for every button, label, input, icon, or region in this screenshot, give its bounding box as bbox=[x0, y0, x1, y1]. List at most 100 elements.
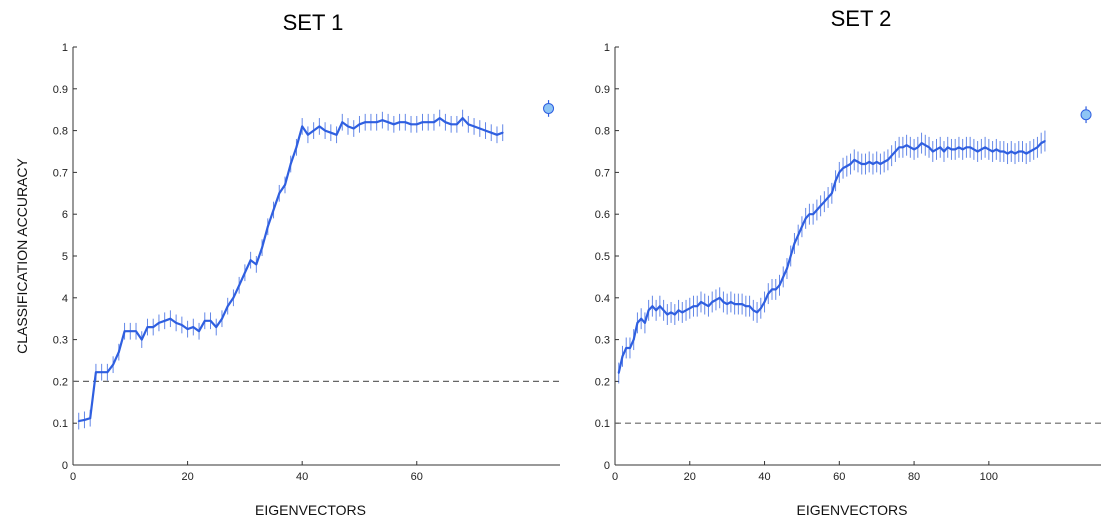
y-tick-label: 0.6 bbox=[595, 209, 610, 221]
data-point bbox=[688, 307, 691, 310]
data-point bbox=[763, 301, 766, 303]
data-point bbox=[243, 271, 246, 274]
data-point bbox=[152, 326, 155, 328]
data-point bbox=[364, 121, 367, 124]
data-point bbox=[209, 319, 212, 322]
data-point bbox=[1044, 140, 1046, 142]
data-point bbox=[703, 303, 706, 305]
data-point bbox=[808, 213, 811, 216]
data-point bbox=[1021, 150, 1024, 153]
data-point bbox=[793, 242, 796, 245]
data-point bbox=[289, 163, 292, 165]
data-point bbox=[83, 418, 86, 421]
data-point bbox=[198, 330, 200, 333]
data-point bbox=[421, 121, 424, 124]
y-tick-label: 6 bbox=[62, 209, 68, 221]
data-point bbox=[461, 117, 464, 119]
data-point bbox=[404, 121, 407, 124]
data-point bbox=[797, 234, 800, 237]
data-point bbox=[939, 146, 942, 149]
data-point bbox=[916, 146, 919, 149]
data-point bbox=[673, 313, 676, 316]
data-point bbox=[894, 150, 897, 153]
y-tick-label: 0.1 bbox=[595, 418, 610, 430]
data-point bbox=[756, 311, 758, 314]
x-tick-label: 40 bbox=[758, 471, 770, 483]
data-point bbox=[455, 123, 458, 126]
x-axis-label: EIGENVECTORS bbox=[255, 502, 366, 518]
data-point bbox=[722, 301, 725, 303]
data-point bbox=[392, 123, 395, 126]
y-tick-label: 0.5 bbox=[595, 251, 610, 263]
data-point bbox=[450, 123, 453, 126]
data-point bbox=[278, 192, 281, 195]
data-point bbox=[965, 146, 968, 149]
reference-marker bbox=[543, 102, 555, 114]
data-point bbox=[272, 209, 275, 211]
data-point bbox=[123, 330, 126, 333]
data-point bbox=[100, 371, 103, 374]
data-point bbox=[301, 125, 304, 128]
data-point bbox=[1017, 150, 1020, 153]
data-point bbox=[987, 148, 990, 151]
data-point bbox=[718, 296, 721, 299]
data-point bbox=[920, 142, 923, 145]
data-point bbox=[370, 121, 372, 124]
data-point bbox=[969, 146, 972, 149]
data-point bbox=[868, 161, 871, 163]
data-point bbox=[999, 150, 1001, 153]
data-point bbox=[433, 121, 435, 124]
data-point bbox=[238, 284, 241, 287]
data-point bbox=[943, 150, 945, 153]
y-tick-label: 0.9 bbox=[53, 84, 68, 96]
y-axis-label: CLASSIFICATION ACCURACY bbox=[14, 157, 30, 353]
data-point bbox=[901, 146, 904, 149]
data-point bbox=[845, 165, 848, 168]
data-point bbox=[819, 204, 822, 207]
data-point bbox=[954, 148, 957, 151]
data-point bbox=[913, 148, 915, 151]
data-point bbox=[1032, 148, 1035, 151]
data-point bbox=[1036, 146, 1039, 149]
y-tick-label: 0.3 bbox=[53, 335, 68, 347]
data-point bbox=[215, 326, 218, 328]
data-point bbox=[335, 133, 338, 136]
y-tick-label: 5 bbox=[62, 251, 68, 263]
data-point bbox=[857, 161, 859, 163]
y-tick-label: 0.4 bbox=[595, 293, 610, 305]
data-point bbox=[629, 347, 631, 349]
data-point bbox=[976, 150, 979, 153]
x-tick-label: 0 bbox=[70, 471, 76, 483]
data-point bbox=[341, 121, 344, 124]
data-point bbox=[381, 119, 384, 122]
x-tick-label: 0 bbox=[612, 471, 618, 483]
data-point bbox=[146, 326, 149, 328]
data-point bbox=[972, 148, 975, 151]
data-point bbox=[651, 305, 654, 308]
data-point bbox=[467, 123, 470, 126]
data-point bbox=[774, 288, 777, 291]
chart-set-2: SET 2 0 0.1 0.2 0.3 0.4 0.5 0.6 0.7 0.8 0.9 1 0 20 40 6… bbox=[595, 6, 1101, 518]
data-point bbox=[924, 144, 927, 147]
data-point bbox=[295, 146, 298, 149]
data-point bbox=[666, 313, 669, 316]
data-point bbox=[853, 158, 856, 161]
data-point bbox=[752, 309, 755, 312]
data-point bbox=[226, 305, 229, 308]
data-point bbox=[186, 328, 189, 331]
data-point bbox=[890, 154, 893, 157]
data-point bbox=[352, 127, 355, 130]
data-point bbox=[767, 292, 770, 295]
data-point bbox=[180, 324, 183, 326]
y-tick-label: 4 bbox=[62, 293, 68, 305]
data-point bbox=[1010, 150, 1013, 153]
data-point bbox=[782, 276, 785, 278]
data-point bbox=[89, 417, 92, 420]
data-point bbox=[318, 125, 321, 128]
data-point bbox=[192, 326, 195, 328]
x-tick-label: 60 bbox=[833, 471, 845, 483]
data-point bbox=[249, 259, 252, 262]
chart-title: SET 2 bbox=[831, 6, 892, 31]
y-tick-label: 0.7 bbox=[53, 167, 68, 179]
data-point bbox=[261, 246, 263, 249]
